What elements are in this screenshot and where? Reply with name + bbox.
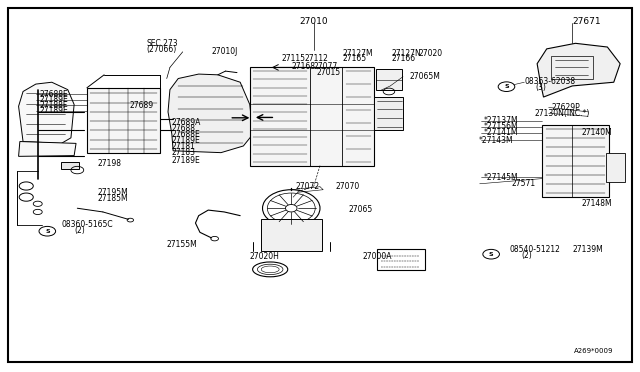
Text: 27189E: 27189E [39,95,68,104]
Text: 27015: 27015 [317,68,341,77]
Text: 27065: 27065 [349,205,373,214]
Bar [61,162,79,169]
Text: 27070: 27070 [335,182,360,191]
Text: 27688E: 27688E [172,130,200,139]
Text: 27183: 27183 [172,148,196,157]
Text: 27155M: 27155M [167,240,198,249]
Circle shape [483,249,499,259]
Text: 27571: 27571 [511,179,536,188]
Text: 27189E: 27189E [39,106,68,115]
Text: 27189E: 27189E [172,155,200,164]
Text: 27112: 27112 [304,54,328,62]
Text: (2): (2) [522,251,532,260]
Text: 27115: 27115 [282,54,306,62]
Bar [606,153,625,182]
Text: S: S [489,252,493,257]
Text: 27689: 27689 [130,101,154,110]
Text: *27143M: *27143M [478,135,513,145]
Text: 27189E: 27189E [172,136,200,145]
Text: S: S [45,229,50,234]
Text: 08363-62038: 08363-62038 [524,77,575,86]
Circle shape [39,227,56,236]
Bar [551,56,593,78]
Text: 27165: 27165 [343,54,367,63]
Text: (3): (3) [536,83,547,92]
Text: 27010: 27010 [300,17,328,26]
Text: 27168: 27168 [292,62,316,71]
Text: *27156M: *27156M [483,122,518,131]
Text: 27077: 27077 [314,62,338,71]
Polygon shape [19,141,76,156]
Text: 27020H: 27020H [250,252,280,261]
Bar [260,219,322,251]
Text: 27000A: 27000A [362,252,392,261]
Bar [87,88,161,153]
Text: A269*0009: A269*0009 [574,348,614,354]
Text: 27185M: 27185M [98,194,129,203]
Text: 27139M: 27139M [572,245,603,254]
Text: 27010J: 27010J [211,47,238,56]
Polygon shape [537,43,620,97]
Text: 27065M: 27065M [410,72,440,81]
Text: 27072: 27072 [296,182,320,191]
Text: 08360-5165C: 08360-5165C [61,221,113,230]
Text: (27066): (27066) [147,45,177,54]
Text: SEC.273: SEC.273 [147,39,178,48]
Text: 27127N: 27127N [392,49,421,58]
Text: 27166: 27166 [392,54,415,63]
Text: 27140M: 27140M [582,128,612,137]
Text: 27629P: 27629P [552,103,580,112]
Text: 27181: 27181 [172,142,196,151]
Text: 27188F: 27188F [39,101,67,110]
Text: 27688E: 27688E [39,90,68,99]
Text: 27198: 27198 [98,159,122,168]
Text: 27130N(INC.*): 27130N(INC.*) [534,109,590,118]
Text: 27688: 27688 [172,124,196,133]
Polygon shape [168,74,253,153]
Circle shape [498,82,515,92]
Bar [374,97,403,131]
Text: 27689A: 27689A [172,118,201,127]
Text: *27141M: *27141M [483,128,518,137]
Text: 27148M: 27148M [582,199,612,208]
Text: 27020: 27020 [419,49,443,58]
Bar [378,249,426,270]
Text: 27671: 27671 [572,17,601,26]
Text: 08540-51212: 08540-51212 [509,245,560,254]
Bar [376,69,402,90]
Text: *27137M: *27137M [483,116,518,125]
Bar [250,67,374,166]
Text: 27195M: 27195M [98,188,129,197]
Text: *27145M: *27145M [483,173,518,182]
Text: S: S [504,84,509,89]
Polygon shape [19,82,74,143]
Bar [542,125,609,197]
Text: 27127M: 27127M [343,49,374,58]
Text: (2): (2) [74,226,85,235]
